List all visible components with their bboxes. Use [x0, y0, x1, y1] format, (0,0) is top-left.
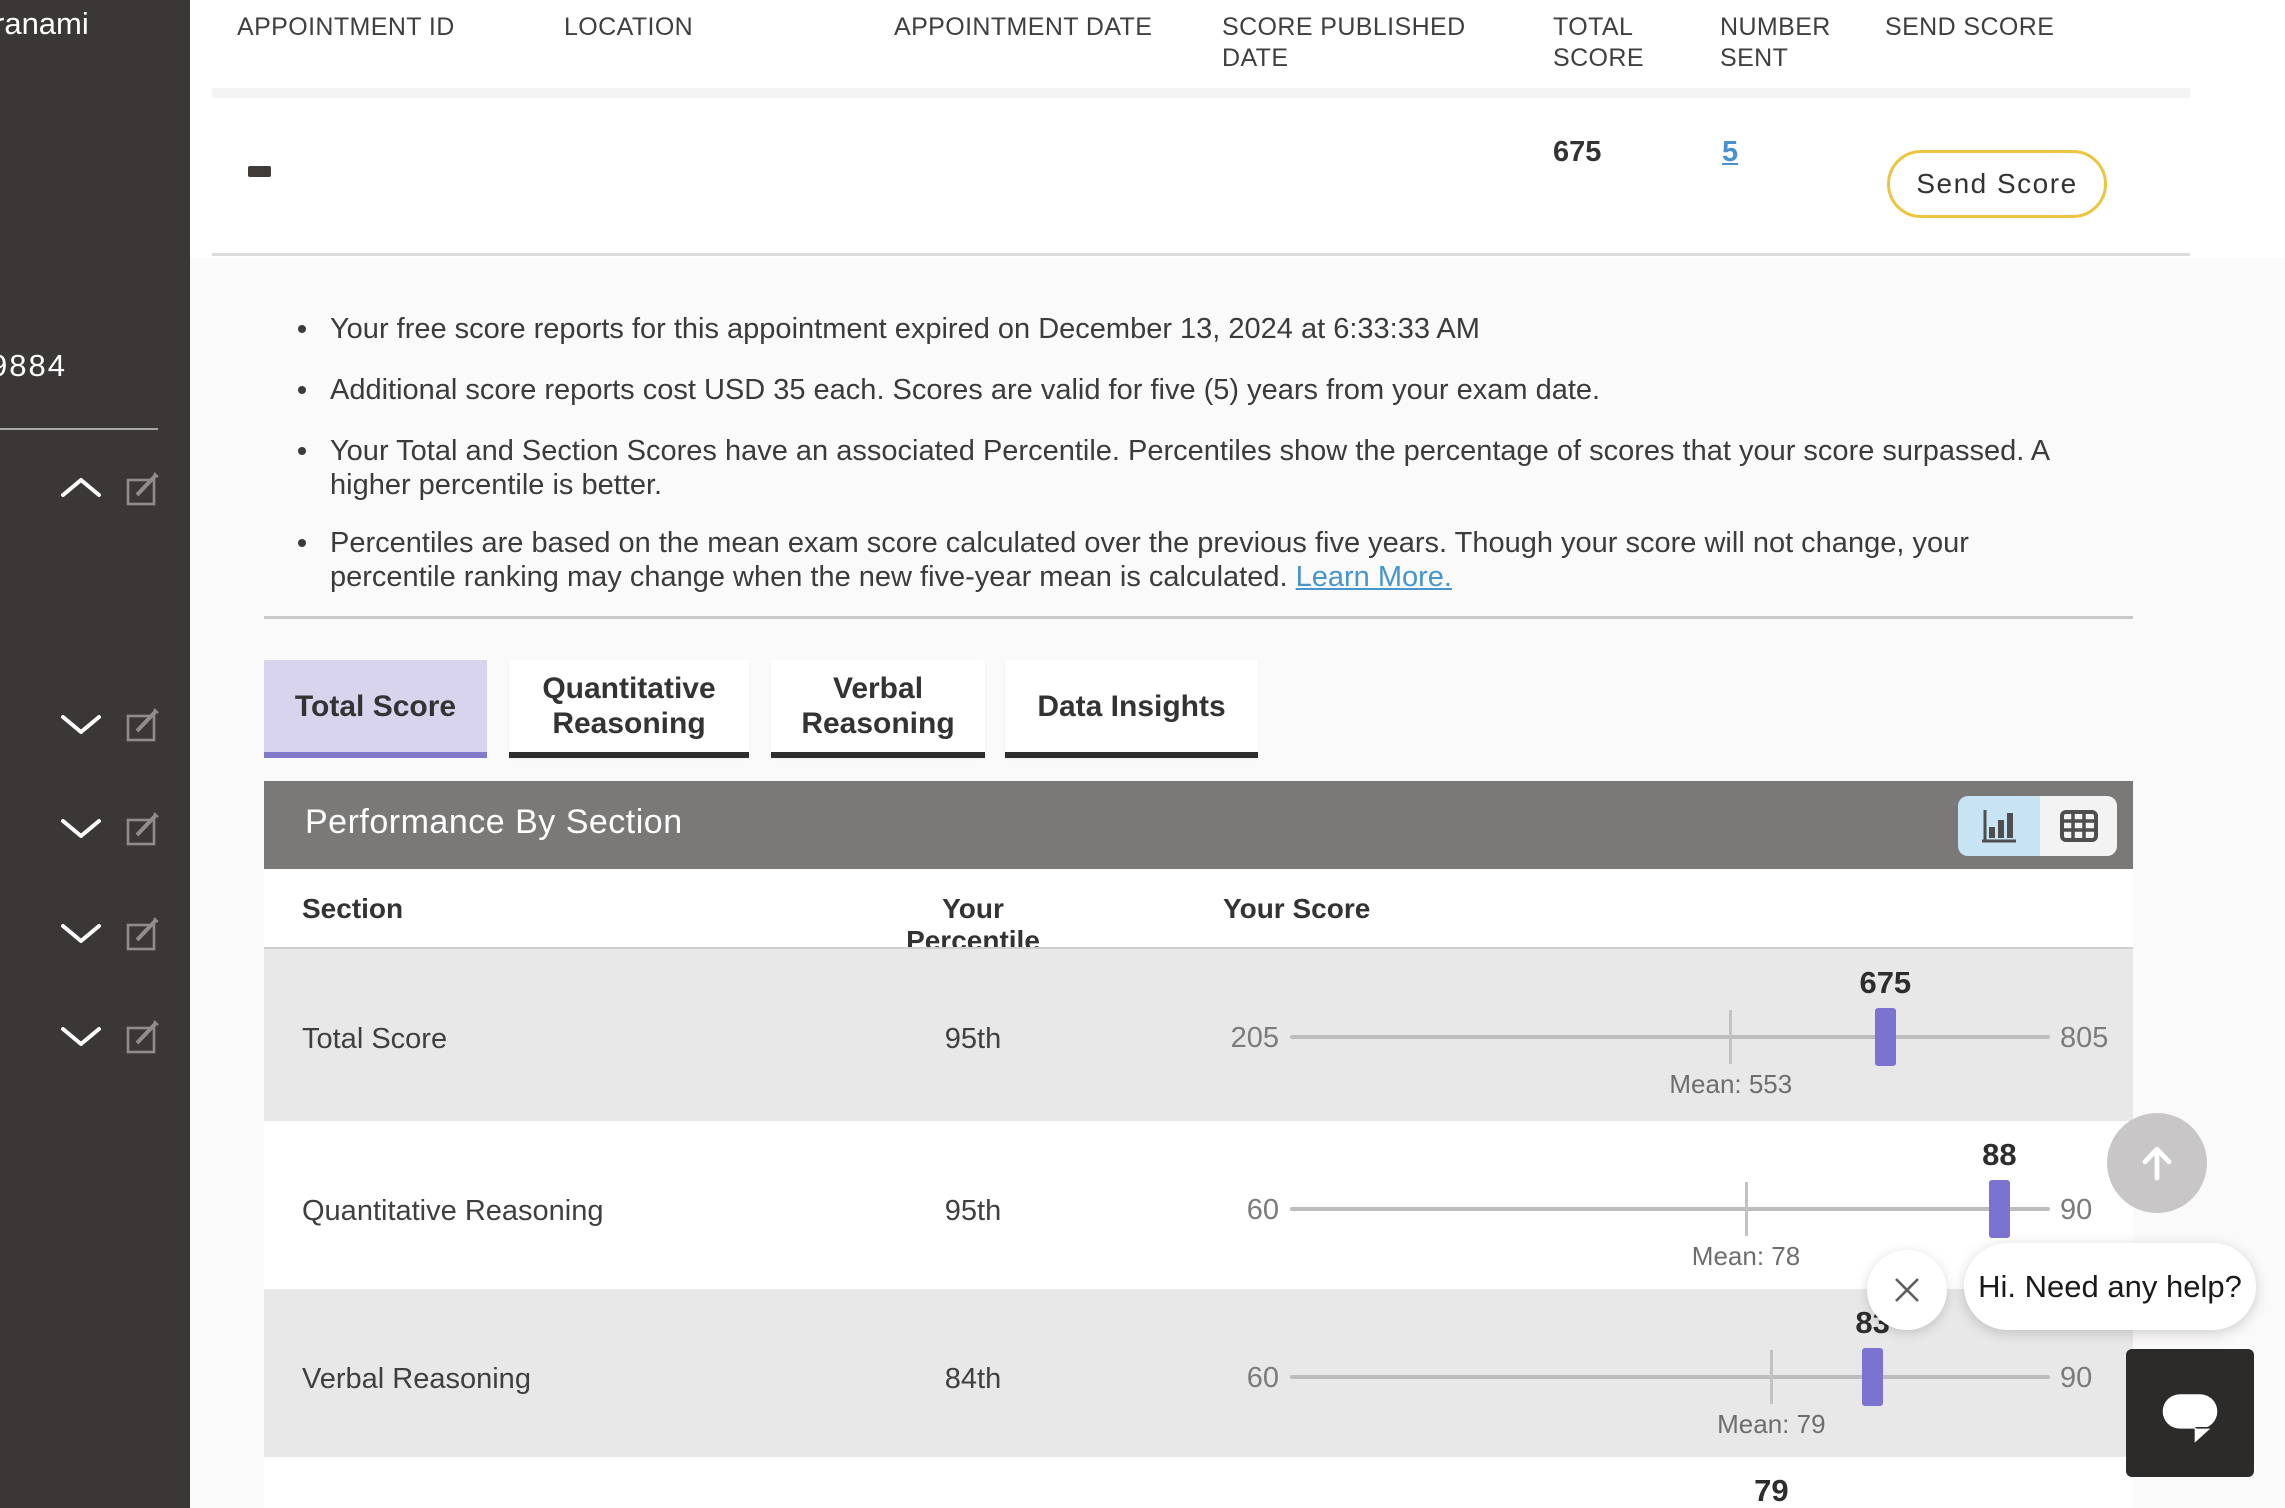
- mean-tick: [1744, 1182, 1748, 1236]
- percentile-value: 95th: [944, 1195, 1002, 1227]
- performance-title: Performance By Section: [305, 803, 683, 841]
- range-max-label: 90: [2060, 1362, 2093, 1394]
- appointments-header-strip: [212, 88, 2190, 98]
- score-note: Your free score reports for this appoint…: [190, 312, 2075, 346]
- score-track: [1290, 1207, 2050, 1211]
- chart-view-button[interactable]: [1958, 796, 2040, 856]
- edit-icon[interactable]: [124, 915, 162, 953]
- score-note: Additional score reports cost USD 35 eac…: [190, 373, 2075, 407]
- performance-section-header: Performance By Section: [264, 781, 2133, 869]
- main-content: APPOINTMENT ID LOCATION APPOINTMENT DATE SC…: [190, 0, 2285, 1508]
- column-score: Your Score: [1223, 893, 1371, 924]
- chevron-down-icon[interactable]: [58, 814, 104, 842]
- chevron-up-icon[interactable]: [58, 474, 104, 502]
- sidebar-section-row: [0, 462, 190, 514]
- appointments-column-label: TOTAL SCORE: [1553, 13, 1644, 72]
- tab-data-insights[interactable]: Data Insights: [1005, 660, 1258, 758]
- chat-prompt-bubble[interactable]: Hi. Need any help?: [1964, 1243, 2256, 1330]
- bar-chart-icon: [1982, 810, 2016, 843]
- range-min-label: 205: [1230, 1022, 1279, 1054]
- sidebar-section-row: [0, 907, 190, 959]
- mean-tick: [1769, 1350, 1773, 1404]
- total-score-value: 675: [1553, 136, 1602, 168]
- sidebar-section-row: [0, 698, 190, 750]
- sidebar-section-row: [0, 802, 190, 854]
- edit-icon[interactable]: [124, 706, 162, 744]
- column-section: Section: [302, 893, 404, 924]
- redacted-appointment-id: [248, 166, 271, 177]
- close-icon: [1895, 1278, 1919, 1302]
- tab-total-score[interactable]: Total Score: [264, 660, 487, 758]
- chevron-down-icon[interactable]: [58, 919, 104, 947]
- performance-row: 79 60 90: [264, 1457, 2133, 1508]
- sidebar-username-fragment: ranami: [0, 6, 89, 41]
- up-arrow-icon: [2142, 1146, 2172, 1181]
- mean-label: Mean: 79: [1717, 1409, 1826, 1439]
- chat-icon: [2162, 1394, 2218, 1443]
- score-track: [1290, 1035, 2050, 1039]
- percentile-value: 95th: [944, 1023, 1002, 1055]
- appointments-column-label: APPOINTMENT ID: [237, 13, 455, 41]
- tabs-divider: [264, 616, 2133, 619]
- performance-row: Quantitative Reasoning 95th 88 60 90 Mea…: [264, 1121, 2133, 1289]
- score-value-label: 675: [1859, 965, 1912, 1000]
- sidebar: ranami 9884: [0, 0, 190, 1508]
- chevron-down-icon[interactable]: [58, 1022, 104, 1050]
- appointments-column-label: SCORE PUBLISHED DATE: [1222, 13, 1466, 72]
- appointments-column-label: LOCATION: [564, 13, 694, 41]
- number-sent-link[interactable]: 5: [1722, 136, 1739, 168]
- range-min-label: 60: [1246, 1194, 1279, 1226]
- table-icon: [2059, 810, 2098, 842]
- performance-row: Verbal Reasoning 84th 83 60 90 Mean: 79: [264, 1289, 2133, 1457]
- edit-icon[interactable]: [124, 1018, 162, 1056]
- sidebar-section-row: [0, 1010, 190, 1062]
- score-note: Percentiles are based on the mean exam s…: [190, 526, 2075, 594]
- score-value-label: 79: [1754, 1473, 1789, 1508]
- range-max-label: 805: [2060, 1022, 2109, 1054]
- appointments-column-label: NUMBER SENT: [1720, 13, 1831, 72]
- edit-icon[interactable]: [124, 810, 162, 848]
- tab-quantitative-reasoning[interactable]: Quantitative Reasoning: [509, 660, 749, 758]
- mean-tick: [1729, 1010, 1733, 1064]
- range-max-label: 90: [2060, 1194, 2093, 1226]
- score-marker: [1862, 1348, 1884, 1406]
- view-toggle: [1958, 796, 2117, 856]
- table-view-button[interactable]: [2040, 796, 2117, 856]
- mean-label: Mean: 553: [1669, 1069, 1793, 1099]
- section-name: Quantitative Reasoning: [302, 1195, 604, 1227]
- percentile-value: 84th: [944, 1363, 1002, 1395]
- appointments-column-label: APPOINTMENT DATE: [894, 13, 1153, 41]
- score-marker: [1874, 1008, 1896, 1066]
- score-value-label: 88: [1982, 1137, 2017, 1172]
- section-name: Verbal Reasoning: [302, 1363, 531, 1395]
- performance-table-header: Section Your Percentile Your Score: [264, 869, 2133, 956]
- section-name: Total Score: [302, 1023, 448, 1055]
- chat-launcher-button[interactable]: [2126, 1349, 2254, 1477]
- sidebar-id-fragment: 9884: [0, 348, 67, 383]
- range-min-label: 60: [1246, 1362, 1279, 1394]
- score-track: [1290, 1375, 2050, 1379]
- performance-table-body: Total Score 95th 675 205 805 Mean: 553 Q…: [264, 947, 2133, 1508]
- score-note: Your Total and Section Scores have an as…: [190, 434, 2075, 502]
- tab-verbal-reasoning[interactable]: Verbal Reasoning: [771, 660, 985, 758]
- send-score-button[interactable]: Send Score: [1887, 150, 2107, 218]
- appointments-column-label: SEND SCORE: [1885, 13, 2055, 41]
- score-marker: [1988, 1180, 2010, 1238]
- learn-more-link[interactable]: Learn More.: [1295, 561, 1452, 593]
- sidebar-divider: [0, 428, 158, 430]
- mean-label: Mean: 78: [1691, 1241, 1801, 1271]
- appointment-row: 675 5 Send Score: [212, 98, 2190, 256]
- chat-dismiss-button[interactable]: [1867, 1250, 1947, 1330]
- edit-icon[interactable]: [124, 470, 162, 508]
- chevron-down-icon[interactable]: [58, 710, 104, 738]
- scroll-to-top-button[interactable]: [2107, 1113, 2207, 1213]
- performance-row: Total Score 95th 675 205 805 Mean: 553: [264, 949, 2133, 1121]
